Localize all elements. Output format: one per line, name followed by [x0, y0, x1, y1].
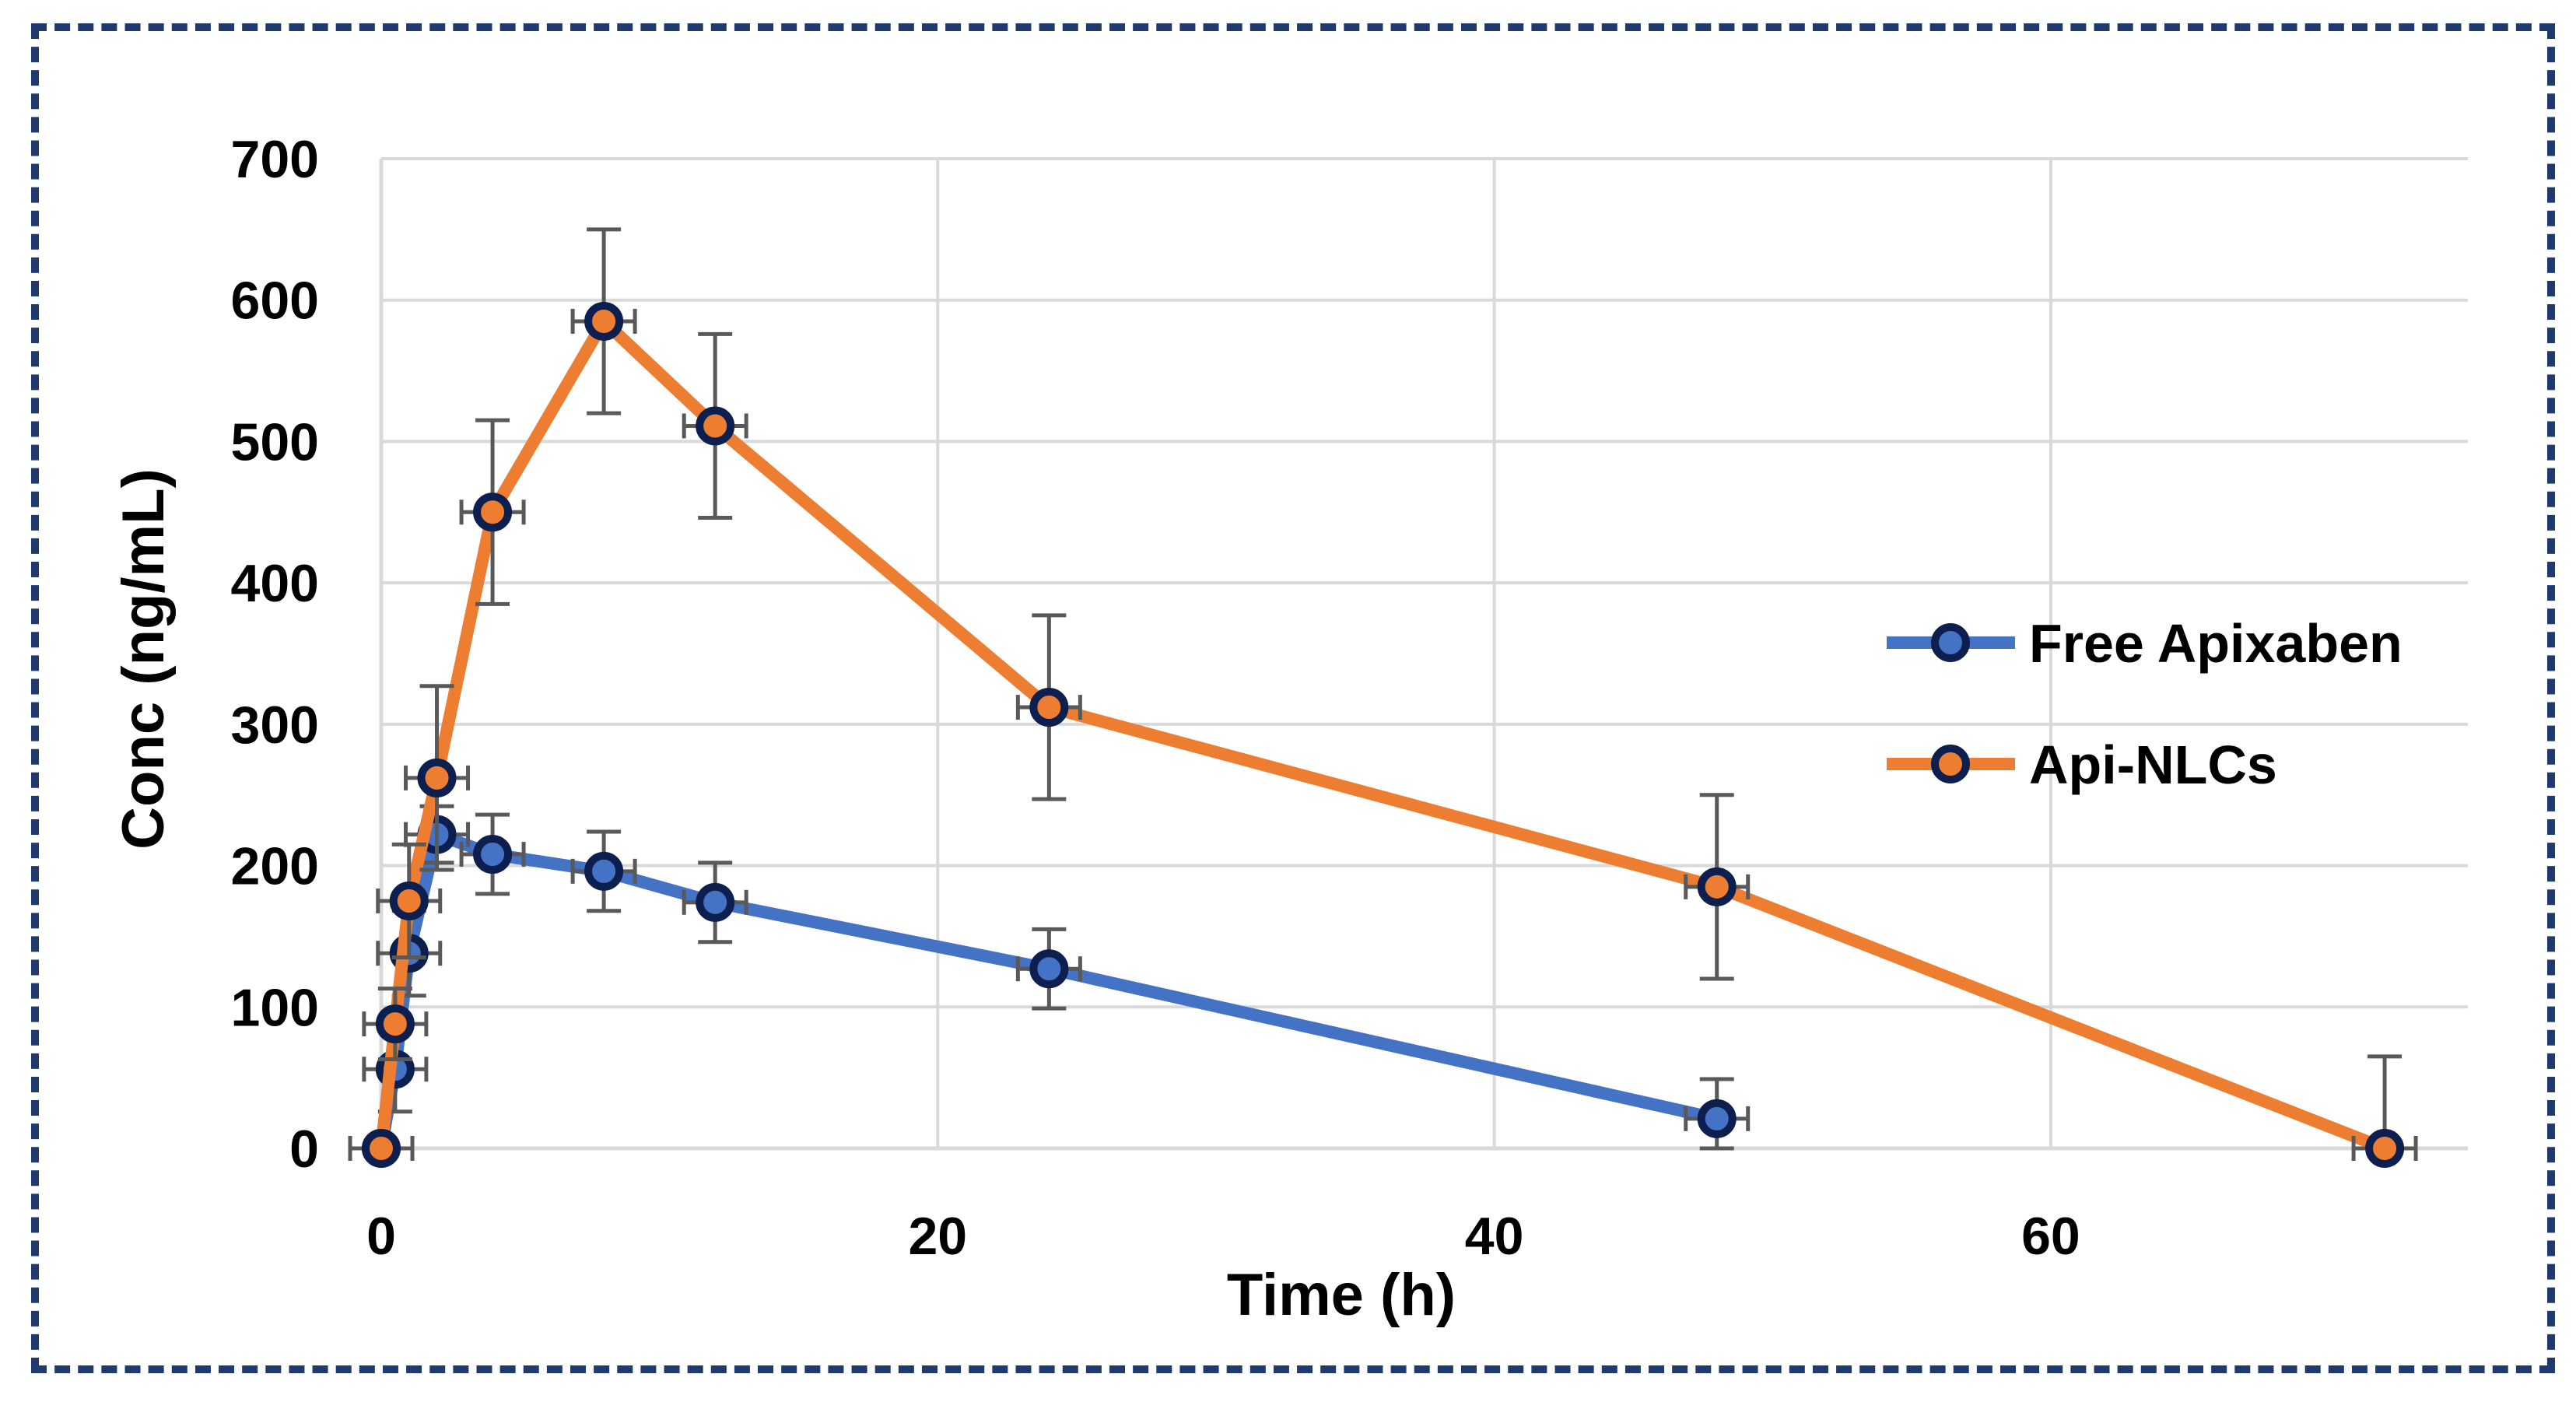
- y-tick-label: 200: [231, 837, 319, 896]
- y-tick-label: 100: [231, 978, 319, 1037]
- y-tick-label: 500: [231, 412, 319, 471]
- data-point: [584, 851, 624, 891]
- legend-marker: [1931, 623, 1970, 662]
- y-tick-label: 700: [231, 130, 319, 189]
- data-point: [375, 1004, 415, 1044]
- legend-marker: [1931, 745, 1970, 783]
- x-tick-label: 20: [908, 1207, 967, 1266]
- legend: Free Apixaben Api-NLCs: [1887, 613, 2403, 795]
- y-tick-label: 300: [231, 696, 319, 755]
- legend-item: Free Apixaben: [1887, 613, 2403, 674]
- y-tick-label: 600: [231, 272, 319, 331]
- legend-label: Free Apixaben: [2029, 613, 2403, 674]
- legend-item: Api-NLCs: [1887, 734, 2277, 795]
- x-axis-title: Time (h): [1227, 1262, 1456, 1328]
- data-point: [2365, 1129, 2405, 1168]
- tick-labels: 0 100 200 300 400 500 600 700 0 20 40 60: [231, 130, 2080, 1266]
- x-tick-label: 40: [1465, 1207, 1524, 1266]
- dashed-border: [31, 23, 2555, 1373]
- data-point: [696, 882, 735, 922]
- data-point: [1029, 949, 1069, 989]
- legend-label: Api-NLCs: [2029, 734, 2277, 795]
- y-axis-title: Conc (ng/mL): [110, 468, 177, 850]
- series-layer: [348, 227, 2418, 1168]
- data-point: [362, 1129, 401, 1168]
- data-point: [696, 406, 735, 446]
- data-point: [417, 758, 457, 797]
- series-1: [348, 227, 2418, 1168]
- axes: [379, 159, 2468, 1151]
- x-tick-label: 0: [366, 1207, 396, 1266]
- data-point: [1029, 688, 1069, 727]
- data-point: [584, 301, 624, 341]
- x-tick-label: 60: [2021, 1207, 2080, 1266]
- series-line: [375, 314, 2387, 1155]
- data-point: [473, 835, 513, 874]
- data-point: [1697, 1099, 1737, 1138]
- series-0: [348, 804, 1751, 1168]
- y-tick-label: 400: [231, 554, 319, 613]
- data-point: [473, 492, 513, 532]
- y-tick-label: 0: [289, 1120, 319, 1179]
- data-point: [389, 882, 429, 920]
- data-point: [1697, 867, 1737, 906]
